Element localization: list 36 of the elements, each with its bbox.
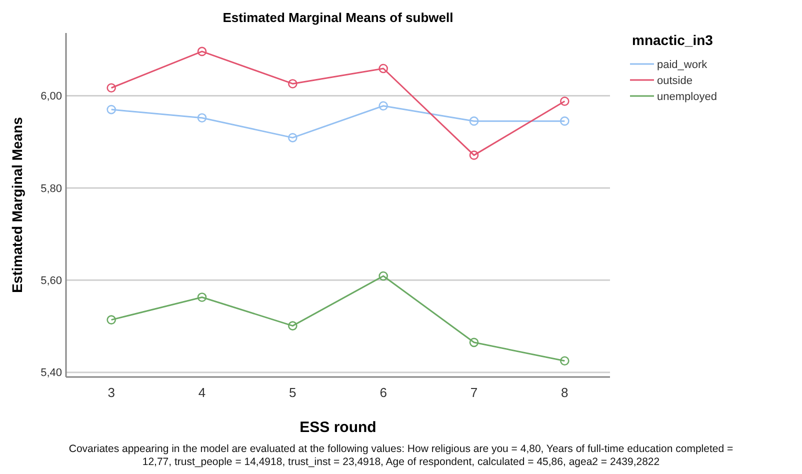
x-tick-label: 6	[380, 385, 387, 400]
y-tick-label: 5,80	[40, 182, 62, 195]
point	[560, 356, 570, 366]
text: Covariates appearing in the model are evaluated at the following values: How religious are you = 4,80, Years of full-time education completed = 12,77, trust_people = 14,4918, trust_inst = 23,4918, Age of respondent, calculated = 45,86, agea2 = 2439,2822	[68, 443, 734, 468]
y-axis-title: Estimated Marginal Means	[9, 116, 25, 293]
legend-title: mnactic_in3	[632, 32, 714, 48]
point	[378, 101, 388, 111]
point	[560, 96, 570, 106]
point	[469, 150, 479, 160]
legend-label: outside	[657, 74, 692, 87]
legend-label: paid_work	[657, 58, 708, 71]
point	[288, 321, 298, 330]
x-tick-label: 8	[561, 385, 568, 400]
x-tick-label: 7	[470, 385, 478, 400]
point	[378, 64, 388, 74]
point	[197, 46, 207, 56]
x-tick-label: 5	[289, 385, 296, 400]
x-tick-label: 4	[198, 385, 206, 400]
point	[197, 292, 207, 302]
x-tick-label: 3	[108, 385, 115, 400]
x-axis-title: ESS round	[300, 419, 376, 436]
point	[469, 338, 479, 348]
y-tick-label: 6,00	[40, 90, 62, 103]
y-tick-label: 5,60	[40, 275, 62, 288]
chart-title: Estimated Marginal Means of subwell	[222, 10, 454, 25]
point	[288, 79, 298, 88]
point	[378, 271, 388, 281]
point	[560, 116, 570, 126]
point	[469, 116, 479, 126]
point	[106, 83, 116, 93]
y-tick-label: 5,40	[40, 367, 62, 380]
point	[106, 315, 116, 324]
point	[288, 133, 298, 142]
point	[106, 104, 116, 114]
legend-label: unemployed	[657, 90, 717, 103]
point	[197, 113, 207, 122]
